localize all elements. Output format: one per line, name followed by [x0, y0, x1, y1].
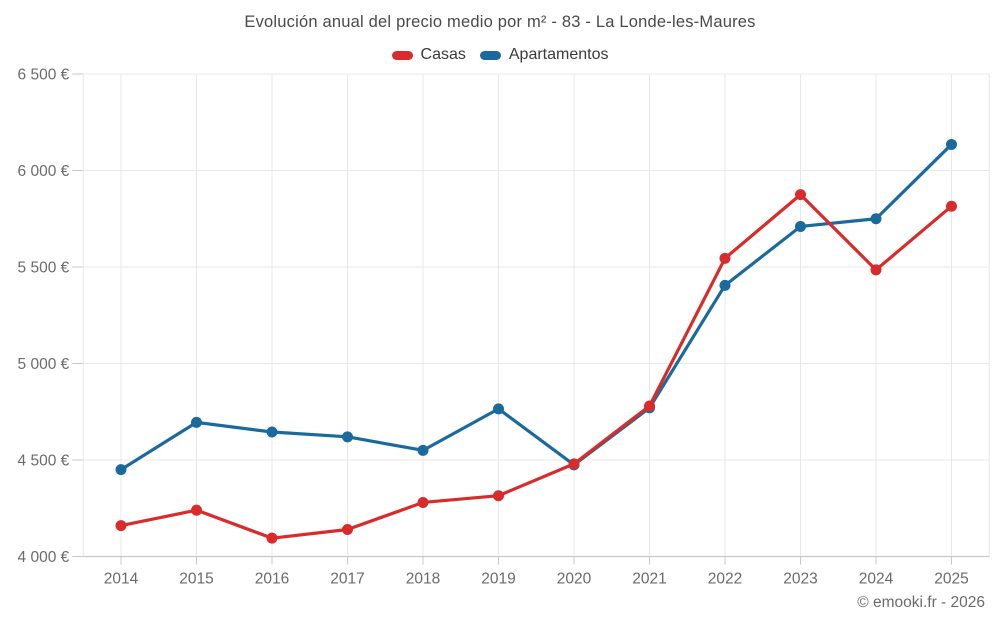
- x-axis-label: 2024: [859, 571, 894, 588]
- data-point-casas-2020: [568, 458, 580, 470]
- legend: Casas Apartamentos: [0, 46, 1000, 64]
- x-axis-label: 2016: [255, 571, 289, 588]
- y-axis-label: 6 000 €: [18, 163, 70, 180]
- data-point-apartamentos-2018: [417, 444, 429, 456]
- x-axis-label: 2020: [557, 571, 592, 588]
- data-point-apartamentos-2014: [115, 464, 127, 476]
- legend-item-apartamentos[interactable]: Apartamentos: [479, 46, 609, 64]
- series-line-apartamentos: [119, 142, 954, 472]
- data-point-casas-2017: [342, 523, 353, 535]
- data-point-casas-2025: [946, 200, 957, 212]
- data-point-casas-2023: [795, 189, 806, 201]
- apartamentos-series-swatch-icon: [479, 50, 501, 60]
- y-axis-label: 5 000 €: [18, 356, 70, 373]
- x-axis-label: 2017: [330, 571, 364, 588]
- series-line-casas: [119, 193, 954, 540]
- chart-title: Evolución anual del precio medio por m² …: [244, 13, 756, 31]
- data-point-casas-2014: [115, 520, 127, 532]
- legend-label-apartamentos: Apartamentos: [508, 46, 609, 63]
- casas-series-swatch-icon: [391, 50, 413, 60]
- legend-item-casas[interactable]: Casas: [391, 46, 466, 64]
- x-axis-label: 2022: [708, 571, 742, 588]
- x-axis-label: 2015: [179, 571, 213, 588]
- x-axis-label: 2018: [406, 571, 440, 588]
- data-point-casas-2019: [493, 490, 504, 502]
- x-axis-label: 2023: [783, 571, 817, 588]
- x-axis-label: 2019: [481, 571, 515, 588]
- data-point-apartamentos-2024: [870, 213, 882, 225]
- x-axis-label: 2014: [104, 571, 139, 588]
- data-point-apartamentos-2025: [946, 138, 957, 150]
- data-point-casas-2018: [417, 496, 429, 508]
- x-axis-label: 2021: [632, 571, 666, 588]
- data-point-casas-2022: [719, 252, 731, 264]
- data-point-apartamentos-2019: [493, 403, 504, 415]
- data-point-apartamentos-2022: [719, 279, 731, 291]
- data-point-casas-2015: [191, 504, 202, 516]
- y-axis-label: 4 500 €: [18, 453, 70, 470]
- y-axis-label: 6 500 €: [18, 67, 70, 84]
- x-axis-label: 2025: [934, 571, 968, 588]
- data-point-casas-2021: [644, 400, 655, 412]
- y-axis-label: 5 500 €: [18, 260, 70, 277]
- data-point-apartamentos-2016: [266, 426, 278, 438]
- y-axis-label: 4 000 €: [18, 549, 70, 566]
- data-point-apartamentos-2023: [795, 220, 806, 232]
- legend-label-casas: Casas: [420, 46, 466, 63]
- copyright-footer: © emooki.fr - 2026: [857, 594, 985, 611]
- data-point-casas-2024: [870, 264, 882, 276]
- data-point-apartamentos-2017: [342, 431, 353, 443]
- data-point-casas-2016: [266, 532, 278, 544]
- data-point-apartamentos-2015: [191, 416, 202, 428]
